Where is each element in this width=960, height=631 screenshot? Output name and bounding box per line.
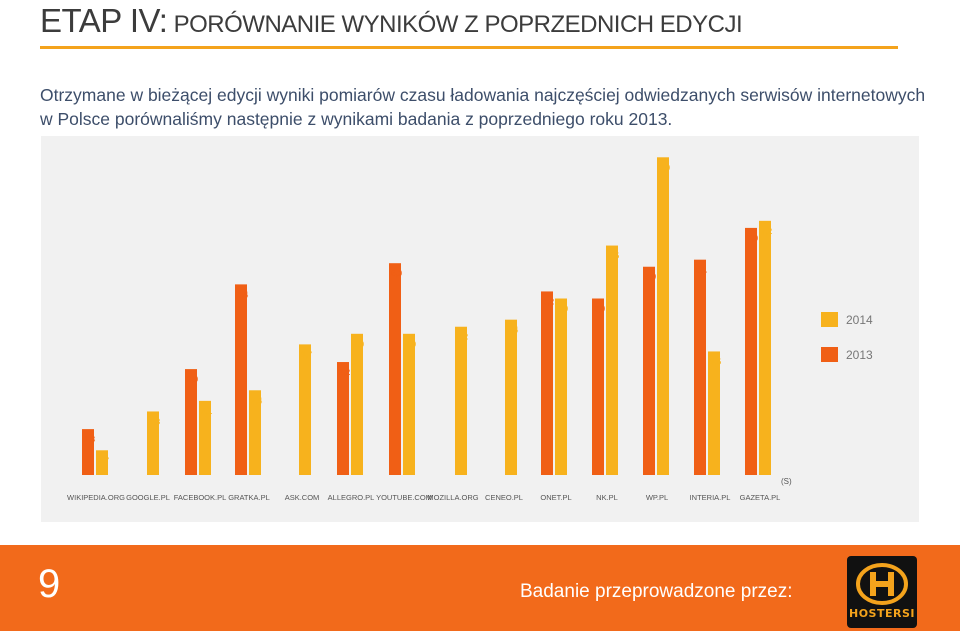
bar-2013-3 (235, 284, 247, 475)
data-label-2013-5: 3,2 (339, 368, 351, 377)
bar-2013-6 (389, 263, 401, 475)
data-label-2014-5: 4,0 (353, 340, 365, 349)
data-label-2014-1: 1,8 (149, 417, 161, 426)
bar-2013-10 (592, 298, 604, 475)
bar-2014-8 (505, 319, 517, 475)
data-label-2014-7: 4,2 (457, 333, 469, 342)
sponsor-label: Badanie przeprowadzone przez: (520, 581, 793, 602)
bar-2014-13 (759, 220, 771, 475)
data-label-2013-11: 5,9 (645, 273, 657, 282)
x-tick-label: YOUTUBE.COM (376, 493, 432, 502)
bar-2013-12 (694, 259, 706, 475)
data-label-2013-2: 3,0 (187, 375, 199, 384)
title-prefix: ETAP IV: (40, 2, 168, 39)
bar-2014-12 (708, 351, 720, 475)
logo-text: HOSTERSI (849, 607, 915, 620)
data-label-2013-6: 6,0 (391, 269, 403, 278)
bar-2014-2 (199, 400, 211, 475)
x-tick-label: ONET.PL (540, 493, 571, 502)
title-underline (40, 46, 898, 49)
data-label-2014-6: 4,0 (405, 340, 417, 349)
bar-2013-0 (82, 429, 94, 475)
page-title: ETAP IV: PORÓWNANIE WYNIKÓW Z POPRZEDNIC… (40, 2, 743, 40)
data-label-2013-10: 5,0 (594, 305, 606, 314)
x-tick-label: NK.PL (596, 493, 618, 502)
bar-2014-3 (249, 390, 261, 475)
x-tick-label: WIKIPEDIA.ORG (67, 493, 125, 502)
logo-emblem-icon (856, 563, 908, 605)
bar-2013-2 (185, 369, 197, 475)
data-label-2014-4: 3,7 (301, 350, 313, 359)
bar-2014-1 (147, 411, 159, 475)
bar-2014-7 (455, 326, 467, 475)
page-number: 9 (38, 562, 61, 606)
data-label-2014-11: 9,0 (659, 163, 671, 172)
legend-label-2013: 2013 (846, 348, 873, 362)
data-label-2014-12: 3,5 (710, 357, 722, 366)
legend-swatch-2014 (821, 312, 838, 327)
x-tick-label: FACEBOOK.PL (174, 493, 227, 502)
bar-2014-10 (606, 245, 618, 475)
data-label-2014-3: 2,4 (251, 396, 263, 405)
data-label-2013-9: 5,2 (543, 297, 555, 306)
data-label-2014-2: 2,1 (201, 407, 213, 416)
data-label-2013-12: 6,1 (696, 266, 708, 275)
x-tick-label: ASK.COM (285, 493, 320, 502)
x-tick-label: WP.PL (646, 493, 668, 502)
bar-2014-11 (657, 157, 669, 476)
data-label-2014-9: 5,0 (557, 305, 569, 314)
data-label-2014-8: 4,4 (507, 326, 519, 335)
legend-label-2014: 2014 (846, 313, 873, 327)
x-tick-label: GRATKA.PL (228, 493, 270, 502)
bar-2013-5 (337, 362, 349, 475)
data-label-2013-13: 7,0 (747, 234, 759, 243)
bar-2014-6 (403, 333, 415, 475)
bar-2014-5 (351, 333, 363, 475)
legend-swatch-2013 (821, 347, 838, 362)
intro-paragraph: Otrzymane w bieżącej edycji wyniki pomia… (40, 85, 926, 129)
x-tick-label: INTERIA.PL (690, 493, 731, 502)
data-label-2013-0: 1,3 (84, 435, 96, 444)
data-label-2014-0: 0,7 (98, 456, 110, 465)
data-label-2014-13: 7,2 (761, 227, 773, 236)
data-label-2014-10: 6,5 (608, 252, 620, 261)
x-tick-label: GAZETA.PL (740, 493, 781, 502)
x-tick-label: ALLEGRO.PL (328, 493, 375, 502)
x-tick-label: MOZILLA.ORG (427, 493, 478, 502)
title-rest: PORÓWNANIE WYNIKÓW Z POPRZEDNICH EDYCJI (173, 11, 743, 38)
unit-label: (S) (781, 477, 792, 486)
hostersi-logo: HOSTERSI (847, 556, 917, 628)
bar-2014-4 (299, 344, 311, 475)
bar-2013-11 (643, 266, 655, 475)
data-label-2013-3: 5,4 (237, 290, 249, 299)
bar-2014-9 (555, 298, 567, 475)
x-tick-label: GOOGLE.PL (126, 493, 170, 502)
bar-2013-13 (745, 227, 757, 475)
bar-2013-9 (541, 291, 553, 475)
footer-bar (0, 545, 960, 631)
x-tick-label: CENEO.PL (485, 493, 523, 502)
bar-2014-0 (96, 450, 108, 475)
